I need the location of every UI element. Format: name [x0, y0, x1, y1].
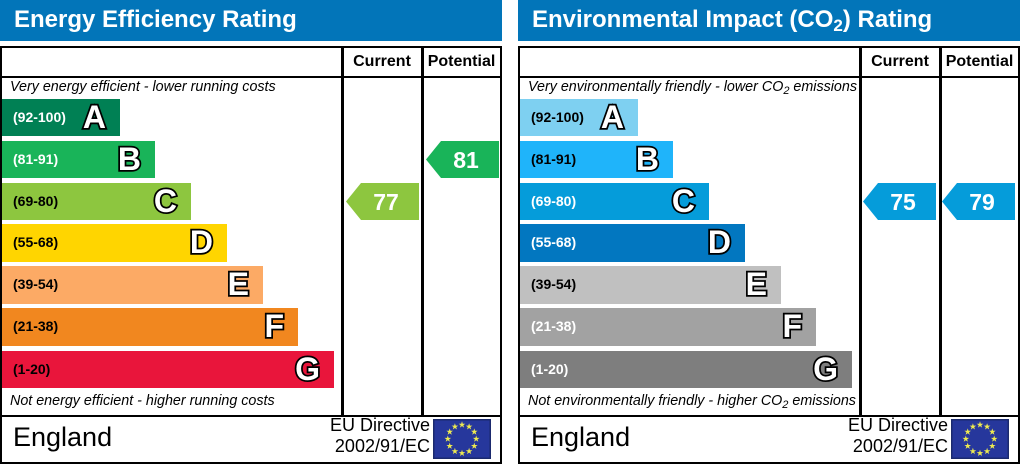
svg-text:77: 77 — [373, 189, 399, 215]
svg-text:81: 81 — [453, 147, 479, 173]
svg-text:79: 79 — [969, 189, 995, 215]
svg-text:75: 75 — [890, 189, 916, 215]
